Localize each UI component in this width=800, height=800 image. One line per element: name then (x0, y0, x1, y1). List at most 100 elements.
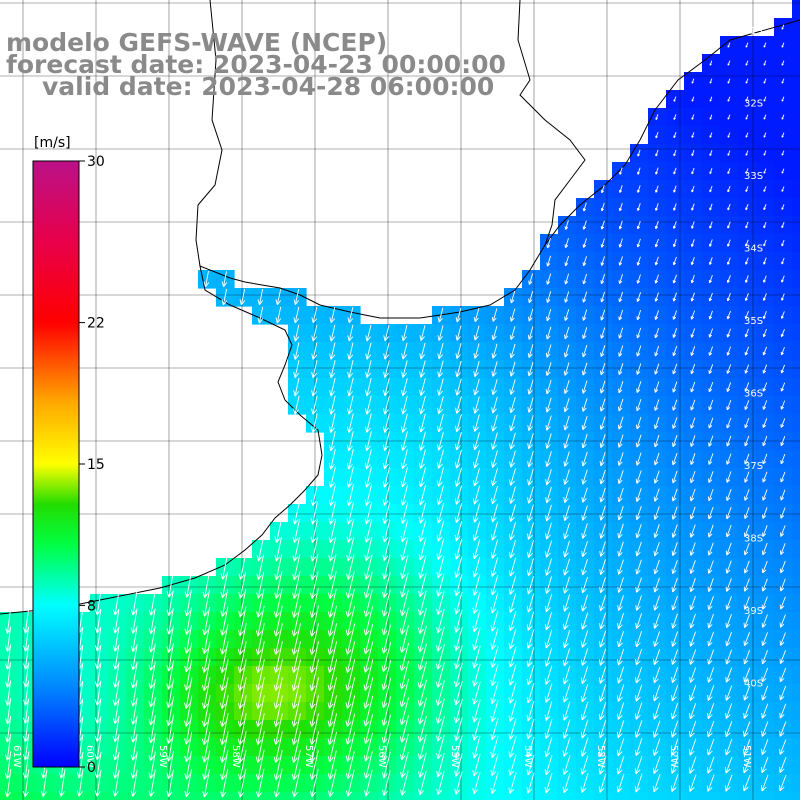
wind-arrow (399, 715, 409, 743)
wind-arrow (490, 610, 499, 632)
wind-arrow (744, 382, 750, 392)
wind-arrow (527, 486, 534, 504)
wind-arrow (436, 502, 445, 524)
wind-arrow (743, 667, 751, 683)
wind-arrow (219, 677, 229, 709)
wind-arrow (273, 713, 283, 745)
wind-arrow (419, 325, 426, 341)
wind-arrow (545, 522, 552, 540)
wind-arrow (473, 308, 480, 323)
wind-cell (612, 792, 631, 800)
wind-arrow (363, 659, 374, 691)
wind-arrow (112, 733, 120, 761)
wind-cell (792, 414, 800, 433)
wind-arrow (599, 416, 606, 430)
wind-arrow (635, 684, 643, 702)
wind-arrow (436, 555, 445, 579)
wind-arrow (399, 660, 410, 690)
wind-arrow (328, 466, 336, 488)
wind-arrow (490, 539, 499, 559)
wind-arrow (112, 698, 120, 724)
wind-arrow (346, 431, 354, 452)
wind-arrow (582, 344, 588, 358)
wind-cell (792, 270, 800, 289)
wind-arrow (347, 307, 354, 324)
wind-arrow (545, 486, 552, 504)
wind-arrow (237, 623, 247, 655)
wind-arrow (708, 292, 713, 302)
wind-arrow (293, 289, 300, 305)
wind-arrow (184, 589, 192, 617)
wind-arrow (256, 554, 265, 580)
wind-arrow (689, 720, 697, 738)
wind-arrow (509, 397, 516, 414)
wind-arrow (255, 641, 265, 673)
wind-arrow (508, 664, 517, 686)
wind-arrow (401, 360, 408, 378)
wind-cell (792, 252, 800, 271)
wind-cell (360, 792, 379, 800)
wind-arrow (653, 452, 660, 466)
wind-arrow (528, 273, 534, 285)
wind-arrow (329, 342, 336, 360)
wind-arrow (563, 362, 570, 376)
wind-arrow (346, 448, 354, 470)
wind-arrow (670, 756, 679, 774)
wind-arrow (781, 222, 785, 229)
wind-arrow (399, 697, 410, 726)
wind-arrow (634, 755, 643, 775)
wind-arrow (257, 306, 264, 324)
wind-arrow (510, 290, 516, 304)
lon-label: 59W (157, 745, 168, 768)
wind-arrow (636, 238, 641, 248)
lon-label: 57W (303, 745, 314, 768)
wind-cell (792, 666, 800, 685)
wind-arrow (345, 606, 355, 637)
wind-arrow (472, 699, 481, 723)
wind-arrow (617, 505, 624, 521)
wind-arrow (546, 255, 552, 267)
wind-arrow (526, 575, 535, 595)
lon-label: 60W (84, 745, 95, 768)
wind-arrow (581, 416, 588, 431)
wind-arrow (148, 661, 156, 689)
wind-arrow (527, 504, 534, 522)
wind-arrow (780, 471, 786, 483)
wind-arrow (490, 646, 499, 668)
wind-arrow (364, 769, 373, 797)
wind-arrow (454, 431, 462, 451)
wind-arrow (455, 325, 462, 341)
wind-arrow (363, 714, 374, 744)
wind-arrow (563, 415, 570, 431)
wind-arrow (600, 202, 605, 212)
wind-arrow (654, 399, 660, 411)
wind-cell (792, 198, 800, 217)
wind-arrow (94, 751, 102, 779)
wind-arrow (454, 771, 463, 795)
wind-cell (702, 792, 721, 800)
wind-arrow (328, 519, 337, 543)
wind-arrow (691, 114, 695, 120)
wind-arrow (328, 413, 336, 433)
wind-arrow (763, 168, 767, 174)
wind-arrow (436, 431, 444, 451)
wind-arrow (690, 346, 696, 357)
wind-arrow (708, 399, 714, 411)
wind-arrow (763, 60, 767, 66)
wind-arrow (780, 418, 786, 428)
wind-arrow (238, 768, 247, 798)
wind-arrow (544, 594, 553, 613)
wind-arrow (220, 554, 228, 580)
wind-arrow (671, 631, 679, 647)
wind-arrow (600, 256, 605, 266)
wind-arrow (763, 114, 767, 120)
wind-arrow (436, 413, 444, 433)
wind-arrow (219, 695, 229, 727)
wind-arrow (780, 364, 786, 374)
wind-arrow (184, 642, 193, 673)
wind-arrow (310, 484, 318, 506)
wind-arrow (363, 751, 373, 779)
wind-arrow (780, 382, 786, 392)
wind-arrow (472, 503, 481, 523)
